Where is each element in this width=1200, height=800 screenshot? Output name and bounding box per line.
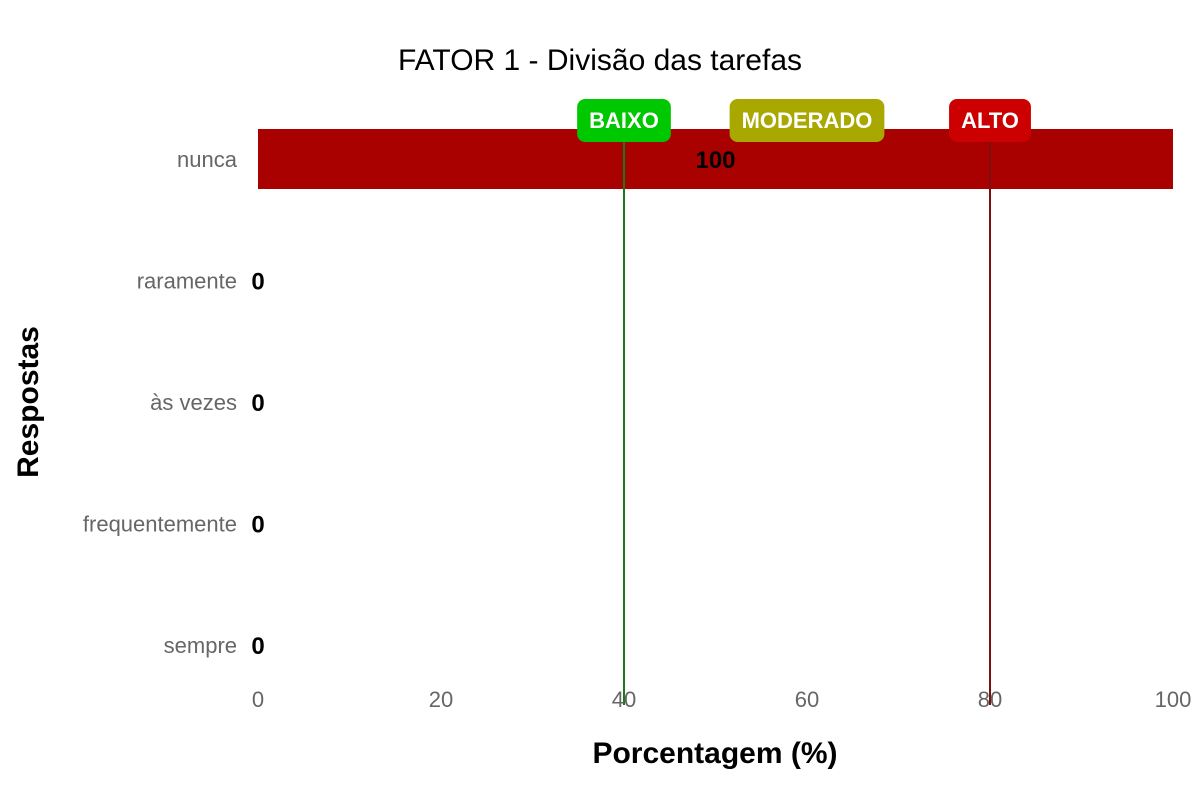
badge-alto	[949, 99, 1031, 142]
x-tick-label: 40	[612, 687, 636, 712]
category-label: frequentemente	[83, 512, 237, 537]
category-labels: nunca raramente às vezes frequentemente semp…	[83, 147, 238, 658]
x-axis-title: Porcentagem (%)	[592, 737, 837, 770]
x-tick-label: 20	[429, 687, 453, 712]
x-tick-label: 100	[1155, 687, 1192, 712]
value-label: 0	[251, 633, 264, 660]
y-axis-title: Respostas	[12, 326, 45, 478]
x-tick-label: 0	[252, 687, 264, 712]
badge-label: BAIXO	[589, 108, 659, 133]
category-label: raramente	[137, 269, 237, 294]
x-tick-label: 60	[795, 687, 819, 712]
value-label: 0	[251, 512, 264, 539]
badge-moderado	[729, 99, 885, 142]
badge-label: MODERADO	[742, 108, 873, 133]
threshold-lines	[623, 128, 991, 705]
chart-title: FATOR 1 - Divisão das tarefas	[398, 44, 802, 77]
value-label: 100	[695, 147, 735, 174]
category-label: às vezes	[150, 390, 237, 415]
badge-group: BAIXO MODERADO ALTO	[577, 99, 1031, 142]
x-tick-labels: 0 20 40 60 80 100	[252, 687, 1191, 712]
category-label: sempre	[164, 633, 237, 658]
x-tick-label: 80	[978, 687, 1002, 712]
badge-label: ALTO	[961, 108, 1019, 133]
value-labels: 100 0 0 0 0	[251, 147, 735, 660]
badge-baixo	[577, 99, 671, 142]
value-label: 0	[251, 269, 264, 296]
category-label: nunca	[177, 147, 238, 172]
value-label: 0	[251, 390, 264, 417]
